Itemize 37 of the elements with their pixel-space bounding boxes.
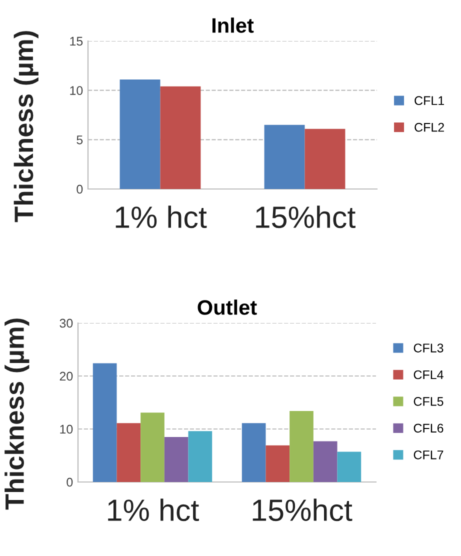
legend-label: CFL6: [414, 424, 444, 433]
bar: [92, 363, 117, 482]
y-tick-label: 10: [60, 424, 73, 434]
y-tick-label: 5: [76, 136, 83, 144]
legend-label: CFL3: [414, 344, 444, 352]
bar: [160, 86, 201, 189]
x-tick-label: 15%hct: [256, 206, 356, 228]
y-axis-title: Thickness (µm): [4, 318, 30, 510]
legend-label: CFL4: [414, 370, 444, 380]
x-tick-label: 1% hct: [108, 498, 199, 522]
bar: [164, 436, 188, 482]
bar: [313, 441, 338, 482]
legend-label: CFL1: [414, 96, 444, 106]
bar: [140, 412, 164, 482]
bar: [188, 431, 212, 482]
legend-label: CFL5: [414, 397, 444, 406]
legend-label: CFL7: [414, 450, 444, 460]
x-tick-label: 1% hct: [116, 206, 207, 228]
y-tick-label: 0: [66, 478, 73, 487]
chart-title: Outlet: [198, 300, 257, 315]
bar: [116, 423, 141, 482]
bar: [337, 452, 362, 482]
bar: [266, 445, 290, 482]
y-tick-label: 30: [60, 318, 73, 328]
chart-title: Inlet: [212, 18, 254, 33]
x-tick-label: 15%hct: [252, 498, 352, 522]
legend-label: CFL2: [414, 122, 444, 132]
y-axis-title: Thickness (µm): [14, 31, 38, 222]
bar: [264, 124, 305, 189]
y-tick-label: 15: [70, 36, 83, 46]
y-tick-label: 20: [60, 372, 73, 381]
y-tick-label: 0: [76, 184, 83, 194]
bar: [290, 410, 314, 482]
bar: [304, 128, 346, 189]
bar: [242, 423, 266, 482]
bar: [120, 79, 160, 189]
y-tick-label: 10: [70, 86, 83, 95]
